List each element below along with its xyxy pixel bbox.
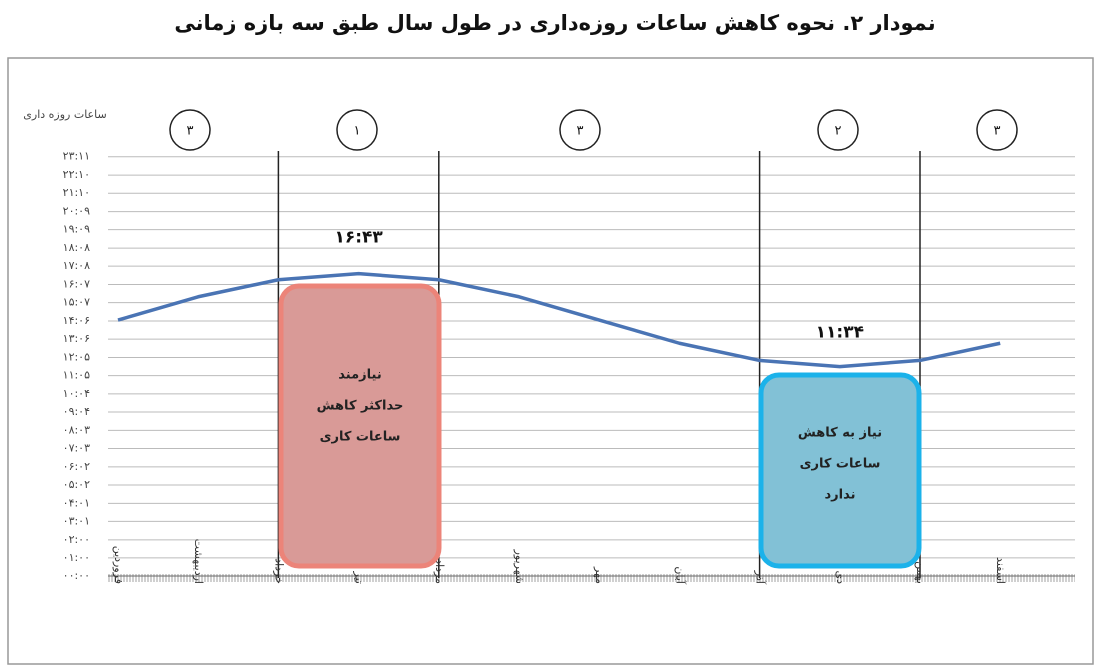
x-tick-label: آذر [754,570,768,585]
min-label: ۱۱:۳۴ [816,323,864,343]
x-tick-label: فروردین [112,546,125,584]
period-circle [336,109,378,151]
y-tick-label: ۰۴:۰۱ [63,496,90,509]
x-tick-label: اسفند [994,557,1007,584]
x-tick-label: اردیبهشت [192,539,205,584]
period-circle [169,109,211,151]
y-tick-label: ۱۱:۰۵ [63,369,90,382]
y-tick-label: ۱۹:۰۹ [63,223,90,236]
period-label: ۱ [354,124,361,139]
period-label: ۳ [577,124,584,139]
y-tick-label: ۰۵:۰۲ [63,478,90,491]
x-tick-label: خرداد [272,558,285,584]
y-tick-label: ۱۲:۰۵ [63,350,90,363]
y-tick-label: ۰۶:۰۲ [63,460,90,473]
period-label: ۳ [994,124,1001,139]
x-minor-ticks [108,574,1075,582]
chart-frame [7,57,1094,665]
y-tick-label: ۲۱:۱۰ [63,186,90,199]
y-tick-label: ۰۷:۰۳ [63,442,90,455]
period-circle [559,109,601,151]
x-tick-label: تیر [353,571,366,584]
x-tick-label: دی [834,570,847,584]
y-tick-label: ۰۰:۰۰ [63,569,90,582]
note-box [278,283,442,569]
note-text: ندارد [824,488,855,503]
y-tick-label: ۱۴:۰۶ [63,314,90,327]
note-box [758,372,922,569]
note-text: ساعات کاری [320,430,401,445]
x-tick-label: مرداد [433,559,446,584]
y-axis-label: ساعات روزه داری [23,108,106,121]
period-label: ۳ [187,124,194,139]
x-tick-label: آبان [673,566,687,584]
note-text: نیاز به کاهش [798,426,882,441]
y-tick-label: ۱۰:۰۴ [63,387,90,400]
y-tick-label: ۲۳:۱۱ [63,150,90,163]
y-tick-label: ۱۶:۰۷ [63,278,90,291]
period-circle [976,109,1018,151]
note-text: نیازمند [338,368,381,383]
y-tick-label: ۰۲:۰۰ [63,533,90,546]
y-tick-label: ۱۳:۰۶ [63,332,90,345]
y-tick-label: ۰۱:۰۰ [63,551,90,564]
y-tick-label: ۰۸:۰۳ [63,423,90,436]
x-tick-label: بهمن [914,561,927,584]
y-tick-label: ۲۰:۰۹ [63,205,90,218]
note-text: ساعات کاری [800,457,881,472]
y-tick-label: ۰۳:۰۱ [63,514,90,527]
y-tick-label: ۱۷:۰۸ [63,259,90,272]
y-tick-label: ۱۵:۰۷ [63,296,90,309]
peak-label: ۱۶:۴۳ [334,228,383,248]
y-tick-label: ۲۲:۱۰ [63,168,90,181]
chart-title: نمودار ۲. نحوه کاهش ساعات روزه‌داری در ط… [174,11,935,35]
x-tick-label: مهر [593,566,606,584]
period-label: ۲ [835,124,842,139]
data-line [117,271,1001,369]
y-tick-label: ۱۸:۰۸ [63,241,90,254]
period-circle [817,109,859,151]
note-text: حداکثر کاهش [317,399,404,414]
x-tick-label: شهریور [513,549,526,584]
y-tick-label: ۰۹:۰۴ [63,405,90,418]
